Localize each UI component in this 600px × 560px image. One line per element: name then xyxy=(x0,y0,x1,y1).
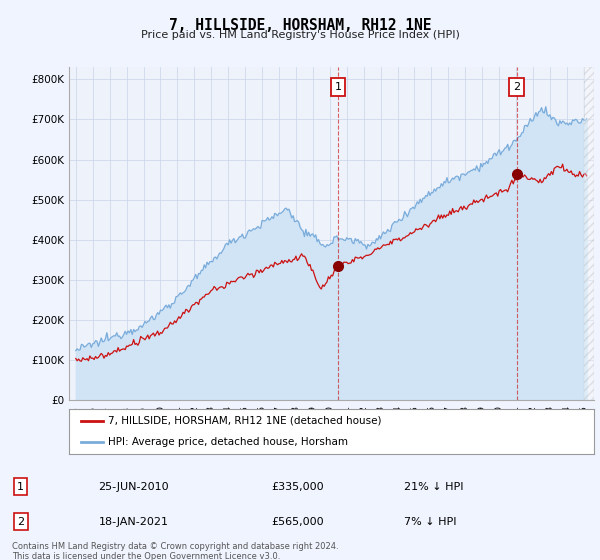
Text: 18-JAN-2021: 18-JAN-2021 xyxy=(98,516,169,526)
Text: 21% ↓ HPI: 21% ↓ HPI xyxy=(404,482,463,492)
Text: 1: 1 xyxy=(17,482,24,492)
Text: 7, HILLSIDE, HORSHAM, RH12 1NE: 7, HILLSIDE, HORSHAM, RH12 1NE xyxy=(169,18,431,34)
Text: 25-JUN-2010: 25-JUN-2010 xyxy=(98,482,169,492)
Text: 2: 2 xyxy=(17,516,24,526)
Text: £565,000: £565,000 xyxy=(271,516,324,526)
Text: HPI: Average price, detached house, Horsham: HPI: Average price, detached house, Hors… xyxy=(109,436,349,446)
Text: Price paid vs. HM Land Registry's House Price Index (HPI): Price paid vs. HM Land Registry's House … xyxy=(140,30,460,40)
Text: 1: 1 xyxy=(334,82,341,92)
Text: £335,000: £335,000 xyxy=(271,482,324,492)
Text: 7, HILLSIDE, HORSHAM, RH12 1NE (detached house): 7, HILLSIDE, HORSHAM, RH12 1NE (detached… xyxy=(109,416,382,426)
Text: 2: 2 xyxy=(514,82,521,92)
Text: Contains HM Land Registry data © Crown copyright and database right 2024.
This d: Contains HM Land Registry data © Crown c… xyxy=(12,542,338,560)
Text: 7% ↓ HPI: 7% ↓ HPI xyxy=(404,516,456,526)
